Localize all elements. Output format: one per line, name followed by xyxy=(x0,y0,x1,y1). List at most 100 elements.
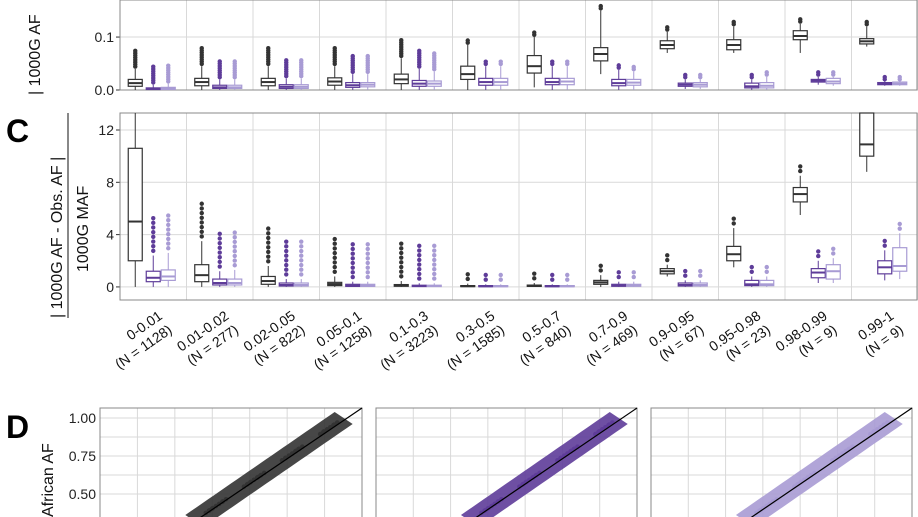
panel-c-outlier xyxy=(417,248,422,253)
panel-c-box xyxy=(744,279,760,287)
panel-c-outlier xyxy=(151,220,156,226)
category-label: 0.9-0.95(N = 67) xyxy=(646,307,707,364)
panel-c-outlier xyxy=(199,210,204,216)
panel-c-outlier xyxy=(266,254,271,259)
panel-c-outlier xyxy=(284,267,289,272)
panel-c-outlier xyxy=(665,253,670,258)
panel-c-outlier xyxy=(232,239,237,245)
panel-c-outlier xyxy=(151,234,156,240)
panel-d-point-cloud xyxy=(735,412,903,517)
panel-b-outlier xyxy=(483,59,488,64)
panel-c-outlier xyxy=(232,234,237,240)
panel-c-outlier xyxy=(166,241,171,246)
panel-c-box xyxy=(892,247,908,272)
panel-c-outlier xyxy=(432,243,437,249)
panel-c-outlier xyxy=(432,271,437,277)
panel-c-outlier xyxy=(166,246,171,251)
panel-c-y-label-bottom: 1000G MAF xyxy=(75,186,92,272)
panel-c-outlier xyxy=(232,263,237,268)
panel-b-outlier xyxy=(731,19,736,25)
panel-c-outlier xyxy=(831,246,836,252)
panel-b-outlier xyxy=(284,58,289,63)
panel-c-y-tick-label: 4 xyxy=(106,227,114,243)
panel-c-outlier xyxy=(199,234,204,239)
panel-b-frame xyxy=(119,0,918,91)
panel-c-outlier xyxy=(432,276,437,281)
panel-c-outlier xyxy=(151,248,156,254)
panel-d-frame xyxy=(375,407,638,517)
panel-b-outlier xyxy=(816,70,821,75)
panel-b-outlier xyxy=(764,70,769,75)
panel-c-outlier xyxy=(217,259,222,265)
panel-c-outlier xyxy=(399,260,404,265)
panel-c-outlier xyxy=(432,253,437,258)
panel-c-outlier xyxy=(199,220,204,225)
panel-c-box xyxy=(160,269,176,281)
panel-c-outlier xyxy=(266,240,271,245)
panel-c-outlier xyxy=(616,270,621,275)
panel-c-outlier xyxy=(498,277,503,282)
panel-b-panel xyxy=(116,0,918,91)
panel-b-outlier xyxy=(831,70,836,75)
panel-c-outlier xyxy=(532,276,537,281)
panel-d-identity-line xyxy=(475,407,638,517)
panel-b-outlier xyxy=(151,64,156,69)
panel-c-outlier xyxy=(217,231,222,237)
panel-c-outlier xyxy=(764,269,769,274)
panel-c-outlier xyxy=(399,264,404,270)
panel-c-outlier xyxy=(432,257,437,263)
panel-c-outlier xyxy=(284,258,289,263)
panel-b-outlier xyxy=(532,30,537,35)
panel-b-outlier xyxy=(166,63,171,68)
panel-d-y-tick-label: 0.50 xyxy=(69,486,96,502)
panel-b-y-tick-label: 0.1 xyxy=(95,29,115,45)
panel-c-outlier xyxy=(417,276,422,281)
panel-c-outlier xyxy=(151,225,156,230)
panel-b-box xyxy=(460,65,476,81)
panel-c-outlier xyxy=(483,272,488,278)
panel-b-outlier xyxy=(332,45,337,51)
panel-c-outlier xyxy=(299,272,304,277)
panel-c-y-tick-label: 8 xyxy=(106,174,114,190)
panel-c-y-tick-label: 12 xyxy=(98,122,114,138)
panel-c-outlier xyxy=(350,242,355,247)
panel-c-outlier xyxy=(350,260,355,266)
panel-c-outlier xyxy=(299,253,304,258)
category-label: 0.99-1(N = 9) xyxy=(852,307,906,359)
panel-c-frame xyxy=(119,112,918,301)
panel-d-subplot xyxy=(99,407,363,517)
panel-c-outlier xyxy=(432,267,437,272)
panel-d-y-label: African AF xyxy=(40,443,57,517)
category-label: 0.1-0.3(N = 3223) xyxy=(367,307,441,372)
panel-c-outlier xyxy=(284,272,289,277)
panel-b-outlier xyxy=(683,72,688,78)
panel-c-outlier xyxy=(199,206,204,211)
panel-c-outlier xyxy=(332,255,337,260)
panel-c-outlier xyxy=(332,236,337,242)
panel-c-outlier xyxy=(399,274,404,279)
panel-c-outlier xyxy=(698,268,703,274)
panel-b-outlier xyxy=(665,25,670,30)
panel-c-outlier xyxy=(332,241,337,246)
panel-c-box xyxy=(859,112,875,157)
panel-c-outlier xyxy=(432,262,437,267)
panel-c-outlier xyxy=(399,250,404,256)
panel-b-outlier xyxy=(565,59,570,64)
category-label: 0.02-0.05(N = 822) xyxy=(240,307,308,368)
panel-c-outlier xyxy=(365,251,370,256)
category-label: 0.05-0.1(N = 1258) xyxy=(301,307,375,372)
panel-c-outlier xyxy=(816,249,821,254)
panel-b-box xyxy=(526,54,542,74)
panel-c-outlier xyxy=(399,241,404,246)
panel-c-outlier xyxy=(731,221,736,226)
panel-c-outlier xyxy=(565,272,570,278)
panel-c-outlier xyxy=(217,255,222,260)
panel-c-outlier xyxy=(616,274,621,280)
panel-b-y-tick-label: 0.0 xyxy=(95,82,115,98)
panel-c-outlier xyxy=(417,257,422,263)
panel-c-outlier xyxy=(299,262,304,268)
panel-b-outlier xyxy=(365,53,370,59)
panel-c-outlier xyxy=(798,168,803,174)
panel-c-panel xyxy=(116,112,918,301)
panel-c-outlier xyxy=(217,264,222,269)
